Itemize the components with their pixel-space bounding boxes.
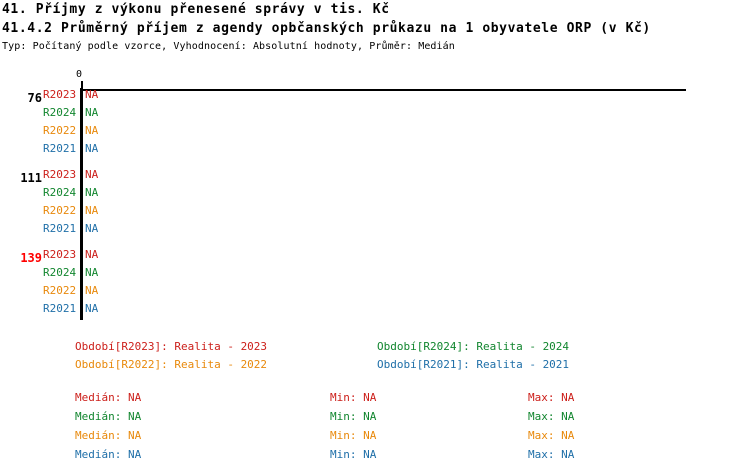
statistic-max: Max: NA xyxy=(528,391,575,404)
series-name-label: R2024 xyxy=(43,106,77,119)
statistic-median: Medián: NA xyxy=(75,391,142,404)
series-name-label: R2021 xyxy=(43,142,77,155)
legend-entry: Období[R2022]: Realita - 2022 xyxy=(75,358,268,371)
series-name-label: R2022 xyxy=(43,124,77,137)
series-name-label: R2022 xyxy=(43,284,77,297)
statistics-row: Medián: NA Min: NA Max: NA xyxy=(0,448,750,467)
series-value-label: NA xyxy=(85,266,99,279)
report-title-line-1: 41. Příjmy z výkonu přenesené správy v t… xyxy=(2,2,390,17)
statistic-min: Min: NA xyxy=(330,391,377,404)
chart-series-row: R2024 NA xyxy=(0,266,750,284)
value-axis-line xyxy=(80,88,83,320)
chart-subtitle: Typ: Počítaný podle vzorce, Vyhodnocení:… xyxy=(2,41,455,52)
legend-entry: Období[R2021]: Realita - 2021 xyxy=(377,358,570,371)
statistic-median: Medián: NA xyxy=(75,410,142,423)
series-name-label: R2024 xyxy=(43,266,77,279)
chart-series-row: R2023 NA xyxy=(0,168,750,186)
statistic-max: Max: NA xyxy=(528,410,575,423)
chart-plot-area: 0 76 R2023 NA R2024 NA R2022 NA R2021 NA 111 R2023… xyxy=(0,60,750,335)
chart-series-row: R2022 NA xyxy=(0,124,750,142)
group-total-label: 76 xyxy=(27,91,42,105)
series-value-label: NA xyxy=(85,302,99,315)
series-name-label: R2023 xyxy=(43,168,77,181)
series-value-label: NA xyxy=(85,88,99,101)
series-name-label: R2023 xyxy=(43,88,77,101)
chart-legend: Období[R2023]: Realita - 2023 Období[R202… xyxy=(0,340,750,376)
chart-series-row: R2023 NA xyxy=(0,88,750,106)
top-axis-line xyxy=(81,89,686,91)
series-value-label: NA xyxy=(85,168,99,181)
statistic-min: Min: NA xyxy=(330,448,377,461)
series-name-label: R2021 xyxy=(43,302,77,315)
statistic-min: Min: NA xyxy=(330,410,377,423)
statistic-median: Medián: NA xyxy=(75,429,142,442)
statistic-max: Max: NA xyxy=(528,448,575,461)
series-value-label: NA xyxy=(85,124,99,137)
group-total-label: 111 xyxy=(20,171,42,185)
series-name-label: R2021 xyxy=(43,222,77,235)
chart-series-row: R2021 NA xyxy=(0,222,750,240)
legend-entry: Období[R2023]: Realita - 2023 xyxy=(75,340,268,353)
series-name-label: R2024 xyxy=(43,186,77,199)
axis-tick-zero-label: 0 xyxy=(76,69,83,80)
chart-series-row: R2024 NA xyxy=(0,106,750,124)
chart-series-row: R2021 NA xyxy=(0,142,750,160)
series-value-label: NA xyxy=(85,106,99,119)
chart-title: 41.4.2 Průměrný příjem z agendy opbčansk… xyxy=(2,21,651,36)
group-total-label: 139 xyxy=(20,251,42,265)
series-value-label: NA xyxy=(85,222,99,235)
series-value-label: NA xyxy=(85,142,99,155)
legend-entry: Období[R2024]: Realita - 2024 xyxy=(377,340,570,353)
chart-series-row: R2021 NA xyxy=(0,302,750,320)
chart-series-row: R2022 NA xyxy=(0,284,750,302)
statistic-median: Medián: NA xyxy=(75,448,142,461)
series-value-label: NA xyxy=(85,186,99,199)
axis-tick-zero xyxy=(81,81,83,90)
chart-series-row: R2023 NA xyxy=(0,248,750,266)
chart-statistics: Medián: NA Min: NA Max: NA Medián: NA Min: N… xyxy=(0,391,750,476)
statistic-max: Max: NA xyxy=(528,429,575,442)
series-value-label: NA xyxy=(85,204,99,217)
series-name-label: R2022 xyxy=(43,204,77,217)
series-value-label: NA xyxy=(85,284,99,297)
series-name-label: R2023 xyxy=(43,248,77,261)
chart-series-row: R2024 NA xyxy=(0,186,750,204)
statistics-row: Medián: NA Min: NA Max: NA xyxy=(0,391,750,410)
statistic-min: Min: NA xyxy=(330,429,377,442)
series-value-label: NA xyxy=(85,248,99,261)
statistics-row: Medián: NA Min: NA Max: NA xyxy=(0,410,750,429)
chart-series-row: R2022 NA xyxy=(0,204,750,222)
statistics-row: Medián: NA Min: NA Max: NA xyxy=(0,429,750,448)
